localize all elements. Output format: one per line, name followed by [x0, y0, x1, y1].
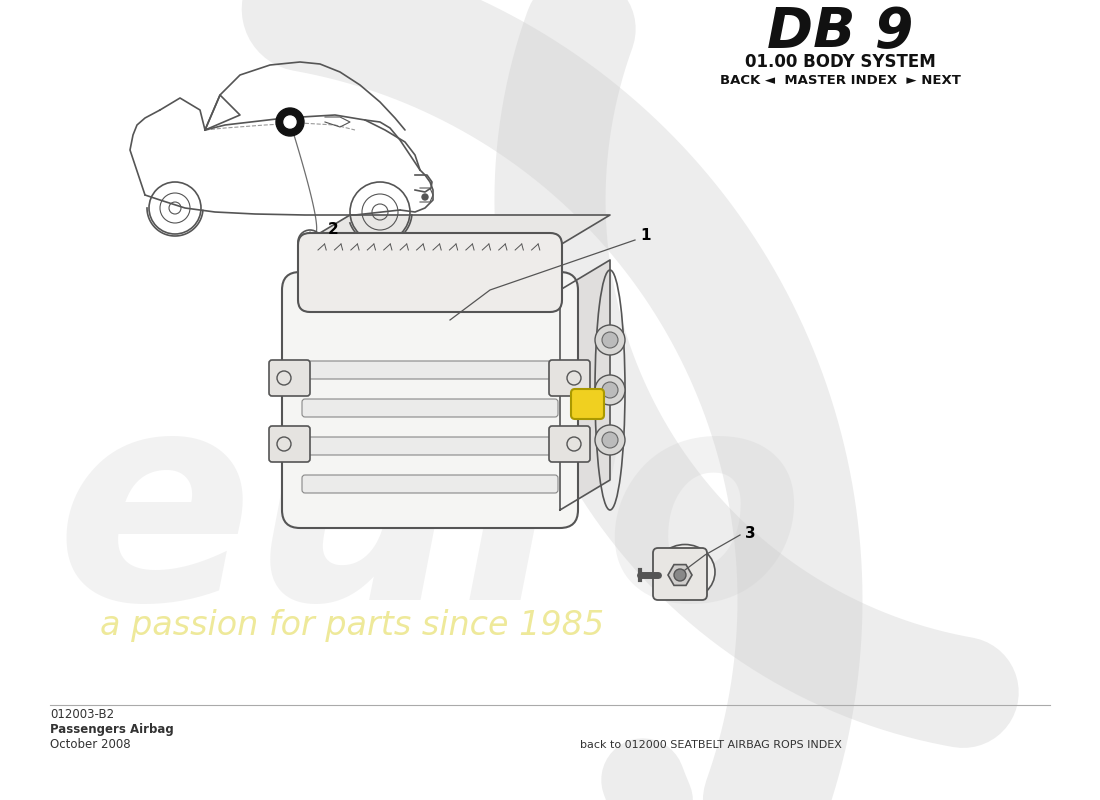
Circle shape: [595, 325, 625, 355]
Text: 1: 1: [640, 227, 650, 242]
FancyBboxPatch shape: [298, 233, 562, 312]
Text: back to 012000 SEATBELT AIRBAG ROPS INDEX: back to 012000 SEATBELT AIRBAG ROPS INDE…: [580, 740, 842, 750]
Circle shape: [595, 375, 625, 405]
FancyBboxPatch shape: [571, 389, 604, 419]
Text: BACK ◄  MASTER INDEX  ► NEXT: BACK ◄ MASTER INDEX ► NEXT: [719, 74, 960, 86]
Circle shape: [276, 108, 304, 136]
Circle shape: [595, 425, 625, 455]
Text: 012003-B2: 012003-B2: [50, 708, 114, 721]
Circle shape: [602, 332, 618, 348]
FancyBboxPatch shape: [270, 426, 310, 462]
Circle shape: [674, 569, 686, 581]
FancyBboxPatch shape: [302, 475, 558, 493]
Text: 01.00 BODY SYSTEM: 01.00 BODY SYSTEM: [745, 53, 935, 71]
Text: 2: 2: [328, 222, 339, 238]
Circle shape: [602, 382, 618, 398]
FancyBboxPatch shape: [653, 548, 707, 600]
Polygon shape: [300, 215, 610, 245]
FancyBboxPatch shape: [549, 360, 590, 396]
FancyBboxPatch shape: [549, 426, 590, 462]
Text: October 2008: October 2008: [50, 738, 131, 751]
FancyBboxPatch shape: [302, 399, 558, 417]
Circle shape: [284, 116, 296, 128]
Circle shape: [422, 194, 428, 200]
Text: Passengers Airbag: Passengers Airbag: [50, 723, 174, 736]
Text: euro: euro: [55, 378, 804, 662]
Text: 3: 3: [745, 526, 756, 541]
Ellipse shape: [654, 545, 715, 599]
Circle shape: [602, 432, 618, 448]
FancyBboxPatch shape: [282, 272, 578, 528]
FancyBboxPatch shape: [270, 360, 310, 396]
Text: a passion for parts since 1985: a passion for parts since 1985: [100, 609, 604, 642]
FancyBboxPatch shape: [302, 437, 558, 455]
Polygon shape: [560, 260, 610, 510]
FancyBboxPatch shape: [302, 361, 558, 379]
Text: DB 9: DB 9: [767, 5, 913, 59]
